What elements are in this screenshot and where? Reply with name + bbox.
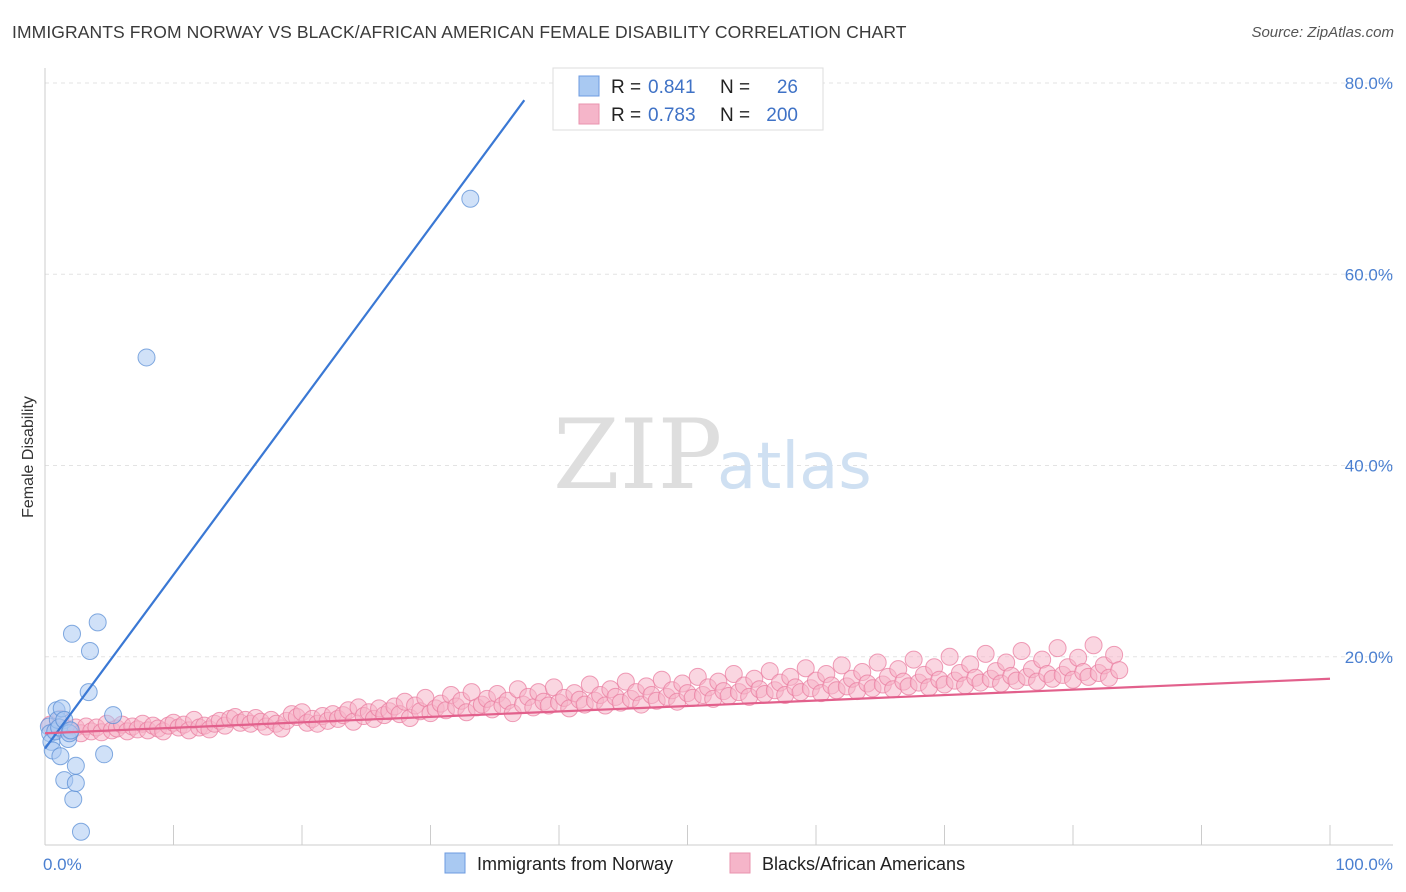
black-point [904,650,923,669]
black-point [976,644,995,663]
black-point [1084,636,1103,655]
legend-n-value-1: 26 [777,77,798,98]
black-point [1110,661,1129,680]
black-point [760,662,779,681]
norway-point [66,756,85,775]
norway-trend-line [44,99,526,750]
legend-bottom-swatch-norway [444,852,466,874]
source-credit: Source: ZipAtlas.com [1251,24,1394,41]
legend-bottom-label-black: Blacks/African Americans [762,854,965,874]
legend-bottom: Immigrants from Norway Blacks/African Am… [444,852,965,874]
y-tick-labels: 20.0% 40.0% 60.0% 80.0% [1345,74,1393,667]
trend-lines [44,99,1331,750]
legend-n-label-1: N = [720,77,750,98]
watermark: ZIP atlas [553,399,872,511]
watermark-atlas: atlas [717,430,872,504]
x-tick-labels: 0.0% 100.0% [43,855,1393,874]
x-tick-label: 0.0% [43,855,82,874]
legend-r-label-2: R = [611,105,641,126]
norway-point [71,822,90,841]
axes [44,68,1393,846]
y-tick-label: 60.0% [1345,265,1393,284]
chart-title: IMMIGRANTS FROM NORWAY VS BLACK/AFRICAN … [12,22,907,42]
y-axis-title: Female Disability [20,396,37,518]
legend-swatch-norway [578,75,600,97]
black-point [724,664,743,683]
y-tick-label: 40.0% [1345,457,1393,476]
norway-point [66,773,85,792]
legend-bottom-label-norway: Immigrants from Norway [477,854,673,874]
legend-bottom-swatch-black [729,852,751,874]
y-tick-label: 20.0% [1345,648,1393,667]
norway-point [80,642,99,661]
legend-r-value-1: 0.841 [648,77,696,98]
legend-stats: R = 0.841 N = 26 R = 0.783 N = 200 [552,67,824,131]
black-point [868,653,887,672]
norway-point [461,189,480,208]
black-point [832,656,851,675]
black-point [1048,639,1067,658]
black-point [940,647,959,666]
legend-n-label-2: N = [720,105,750,126]
norway-point [137,348,156,367]
legend-swatch-black [578,103,600,125]
black-point [796,659,815,678]
norway-point [104,706,123,725]
legend-r-value-2: 0.783 [648,105,696,126]
norway-point [95,745,114,764]
norway-point [61,721,80,740]
watermark-zip: ZIP [553,399,722,511]
norway-point [88,613,107,632]
legend-r-label-1: R = [611,77,641,98]
data-points [39,189,1129,841]
x-tick-label: 100.0% [1335,855,1393,874]
gridlines [45,82,1393,658]
norway-point [51,747,70,766]
black-point [1105,645,1124,664]
y-tick-label: 80.0% [1345,74,1393,93]
norway-point [62,624,81,643]
norway-point [64,790,83,809]
black-trend-line [44,677,1331,735]
legend-n-value-2: 200 [766,105,798,126]
black-point [1012,642,1031,661]
